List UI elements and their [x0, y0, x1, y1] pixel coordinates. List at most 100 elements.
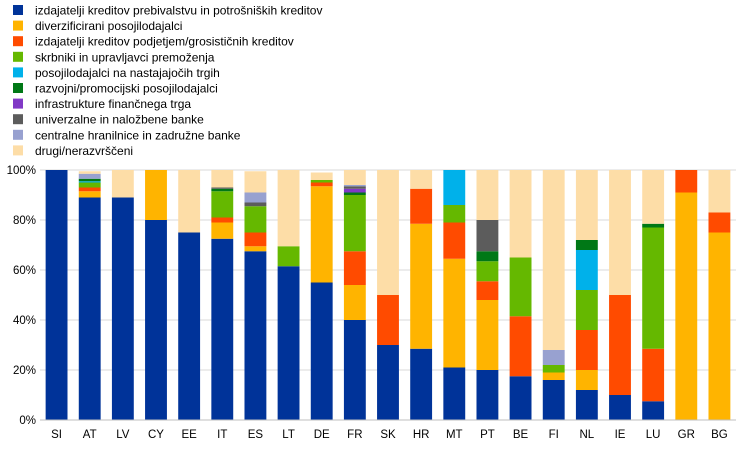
- x-tick-label: SK: [380, 429, 396, 441]
- bar-segment: [476, 220, 499, 252]
- bar-segment: [211, 217, 234, 223]
- bar-segment: [310, 282, 333, 420]
- legend-label: skrbniki in upravljavci premoženja: [35, 50, 215, 64]
- bar-segment: [78, 191, 101, 198]
- bar-segment: [575, 370, 598, 390]
- bar-segment: [310, 186, 333, 283]
- bar-segment: [343, 188, 366, 193]
- legend-swatch: [13, 98, 23, 109]
- bar-segment: [542, 350, 565, 365]
- bar-segment: [642, 401, 665, 420]
- bar-segment: [708, 212, 731, 233]
- bar-segment: [78, 182, 101, 188]
- legend-label: izdajatelji kreditov prebivalstvu in pot…: [35, 4, 322, 18]
- x-tick-label: DE: [314, 429, 330, 441]
- bar-segment: [476, 170, 499, 220]
- x-tick-label: IT: [217, 429, 227, 441]
- x-tick-label: HR: [413, 429, 430, 441]
- y-tick-label: 100%: [7, 165, 36, 177]
- bar-segment: [377, 170, 399, 295]
- x-tick-label: CY: [148, 429, 164, 441]
- bar-segment: [476, 370, 499, 420]
- legend-swatch: [13, 145, 23, 156]
- bar-segment: [410, 170, 433, 189]
- y-tick-label: 80%: [13, 215, 36, 227]
- bar-segment: [443, 205, 466, 223]
- y-axis: 0% 20% 40% 60% 80% 100%: [7, 165, 36, 427]
- x-axis: SI AT LV CY EE IT ES LT DE FR SK HR MT PT BE FI NL IE LU GR…: [40, 419, 736, 441]
- legend-swatch: [13, 20, 23, 31]
- legend-label: izdajatelji kreditov podjetjem/grosistič…: [35, 35, 294, 49]
- bar-segment: [343, 192, 366, 195]
- x-tick-label: SI: [51, 429, 62, 441]
- y-tick-label: 20%: [13, 365, 36, 377]
- bar-segment: [377, 345, 399, 420]
- bar-segment: [78, 171, 101, 174]
- bar-segment: [476, 281, 499, 300]
- legend-label: diverzificirani posojilodajalci: [35, 19, 182, 33]
- legend-label: drugi/nerazvrščeni: [35, 144, 133, 158]
- bar-segment: [178, 170, 201, 233]
- bar-segment: [675, 170, 698, 193]
- bar-segment: [310, 182, 333, 187]
- legend-label: univerzalne in naložbene banke: [35, 113, 204, 127]
- bar-segment: [244, 206, 267, 233]
- bar-segment: [78, 178, 101, 182]
- bar-segment: [211, 170, 234, 188]
- bar-segment: [509, 257, 532, 317]
- bar-segment: [211, 191, 234, 218]
- bar-segment: [310, 172, 333, 180]
- bar-segment: [244, 192, 267, 203]
- y-tick-label: 60%: [13, 265, 36, 277]
- bar-segment: [343, 185, 366, 187]
- bar-segment: [542, 380, 565, 420]
- bar-segment: [575, 390, 598, 420]
- bar-segment: [542, 365, 565, 373]
- bar-segment: [410, 223, 433, 349]
- bar-segment: [78, 181, 101, 183]
- bar-segment: [542, 170, 565, 350]
- x-tick-label: EE: [181, 429, 197, 441]
- bar-segment: [476, 300, 499, 370]
- bar-segment: [575, 250, 598, 290]
- bar-segment: [642, 227, 665, 349]
- bar-segment: [708, 170, 731, 213]
- x-tick-label: LT: [282, 429, 295, 441]
- legend-label: razvojni/promocijski posojilodajalci: [35, 82, 218, 96]
- bar-segment: [78, 173, 101, 179]
- bar-segment: [708, 232, 731, 420]
- bar-segment: [410, 188, 433, 224]
- bar-segment: [343, 186, 366, 189]
- bar-segment: [145, 220, 167, 420]
- x-tick-label: AT: [83, 429, 97, 441]
- bar-segment: [443, 170, 466, 205]
- bar-segment: [211, 238, 234, 420]
- bar-segment: [642, 170, 665, 224]
- x-tick-label: BG: [711, 429, 728, 441]
- bar-segment: [244, 246, 267, 252]
- bar-segment: [211, 188, 234, 192]
- bar-segment: [642, 348, 665, 402]
- bar-segment: [675, 192, 698, 420]
- bar-segment: [542, 372, 565, 380]
- x-tick-label: LV: [116, 429, 130, 441]
- bar-segment: [111, 170, 134, 198]
- legend-swatch: [13, 5, 23, 15]
- bar-segment: [476, 261, 499, 282]
- legend: izdajatelji kreditov prebivalstvu in pot…: [13, 4, 322, 158]
- bar-segment: [343, 251, 366, 285]
- bar-segment: [410, 348, 433, 420]
- legend-swatch: [13, 51, 23, 62]
- legend-label: centralne hranilnice in zadružne banke: [35, 128, 241, 142]
- x-tick-label: LU: [646, 429, 661, 441]
- bar-segment: [575, 330, 598, 370]
- bar-segment: [343, 195, 366, 252]
- legend-label: posojilodajalci na nastajajočih trgih: [35, 66, 220, 80]
- bar-segment: [509, 316, 532, 377]
- bar-segment: [244, 171, 267, 193]
- x-tick-label: NL: [580, 429, 595, 441]
- legend-swatch: [13, 36, 23, 47]
- x-tick-label: BE: [513, 429, 529, 441]
- legend-swatch: [13, 129, 23, 140]
- bars: [45, 170, 731, 420]
